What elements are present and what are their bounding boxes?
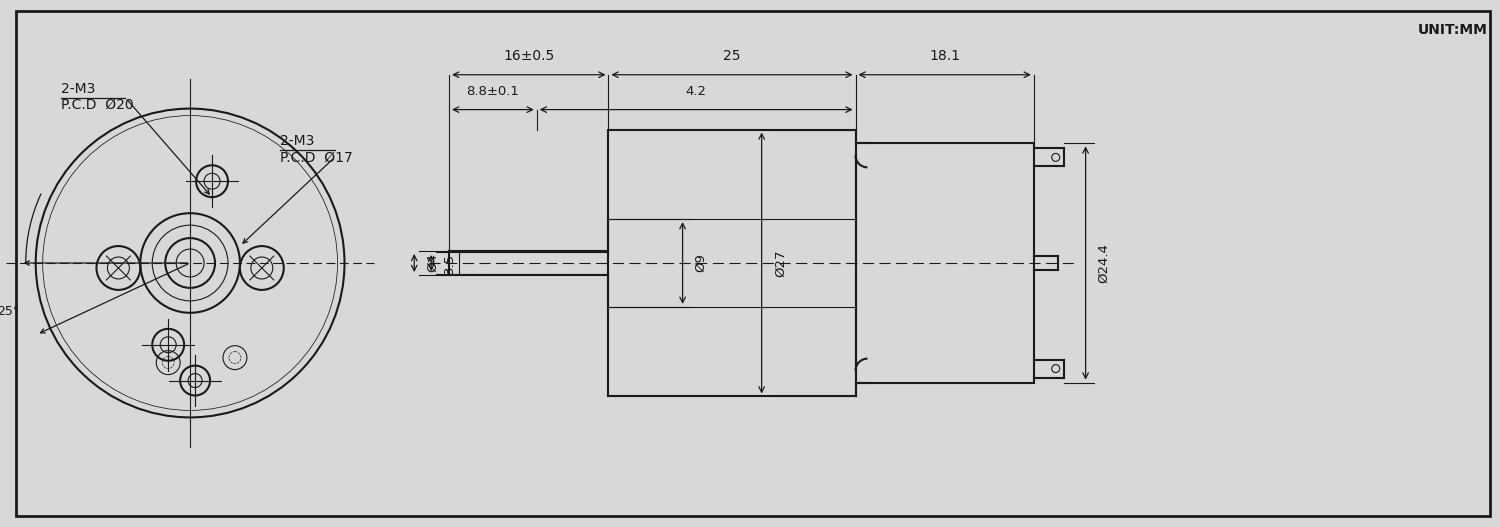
- Text: Ø27: Ø27: [774, 249, 786, 277]
- Text: 8.8±0.1: 8.8±0.1: [466, 85, 519, 97]
- Text: P.C.D  Ø17: P.C.D Ø17: [280, 150, 352, 164]
- Text: 2-M3: 2-M3: [280, 134, 314, 149]
- Text: 3.5: 3.5: [442, 252, 456, 274]
- Text: 16±0.5: 16±0.5: [503, 49, 555, 63]
- Text: 2-M3: 2-M3: [60, 82, 94, 96]
- Text: Ø4: Ø4: [426, 253, 439, 272]
- Text: 25: 25: [723, 49, 741, 63]
- Text: P.C.D  Ø20: P.C.D Ø20: [60, 97, 134, 112]
- Text: 4.2: 4.2: [686, 85, 706, 97]
- Text: 18.1: 18.1: [928, 49, 960, 63]
- Text: 25°: 25°: [0, 305, 20, 318]
- Text: UNIT:MM: UNIT:MM: [1418, 23, 1488, 37]
- Text: Ø9: Ø9: [694, 253, 708, 272]
- Text: Ø24.4: Ø24.4: [1098, 243, 1110, 283]
